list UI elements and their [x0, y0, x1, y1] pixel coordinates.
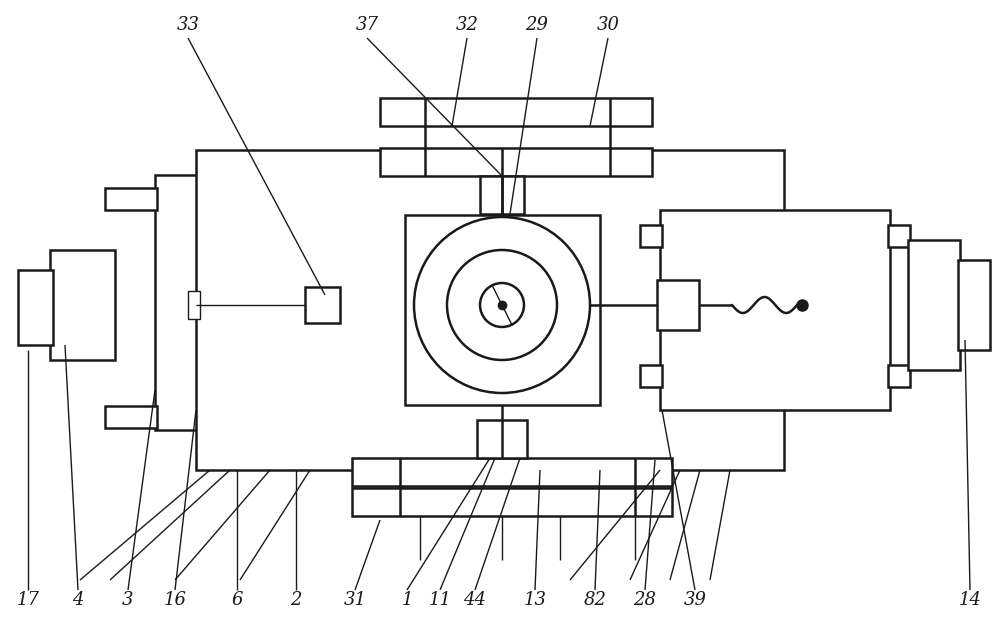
- Bar: [352, 488, 672, 516]
- Bar: [105, 406, 157, 428]
- Bar: [888, 225, 910, 247]
- Bar: [18, 270, 53, 345]
- Text: 17: 17: [17, 591, 40, 609]
- Text: 11: 11: [428, 591, 452, 609]
- Bar: [380, 148, 652, 176]
- Bar: [380, 98, 652, 126]
- Bar: [480, 176, 524, 214]
- Bar: [350, 188, 372, 210]
- Bar: [405, 215, 600, 405]
- Text: 4: 4: [72, 591, 84, 609]
- Text: 6: 6: [231, 591, 243, 609]
- Bar: [155, 175, 350, 430]
- Text: 33: 33: [177, 16, 200, 34]
- Bar: [908, 240, 960, 370]
- Text: 13: 13: [524, 591, 546, 609]
- Bar: [305, 287, 340, 323]
- Text: 28: 28: [634, 591, 656, 609]
- Bar: [657, 280, 699, 330]
- Text: 3: 3: [122, 591, 134, 609]
- Bar: [105, 188, 157, 210]
- Text: 30: 30: [596, 16, 620, 34]
- Bar: [50, 250, 115, 360]
- Bar: [196, 150, 784, 470]
- Text: 37: 37: [356, 16, 379, 34]
- Bar: [888, 365, 910, 387]
- Bar: [640, 365, 662, 387]
- Bar: [188, 291, 200, 319]
- Bar: [477, 420, 527, 458]
- Text: 82: 82: [584, 591, 606, 609]
- Text: 29: 29: [526, 16, 548, 34]
- Bar: [352, 458, 672, 486]
- Text: 1: 1: [401, 591, 413, 609]
- Text: 31: 31: [344, 591, 367, 609]
- Bar: [958, 260, 990, 350]
- Text: 44: 44: [464, 591, 486, 609]
- Text: 16: 16: [164, 591, 187, 609]
- Bar: [350, 406, 372, 428]
- Text: 14: 14: [958, 591, 981, 609]
- Text: 32: 32: [456, 16, 479, 34]
- Text: 2: 2: [290, 591, 302, 609]
- Bar: [660, 210, 890, 410]
- Text: 39: 39: [684, 591, 706, 609]
- Bar: [640, 225, 662, 247]
